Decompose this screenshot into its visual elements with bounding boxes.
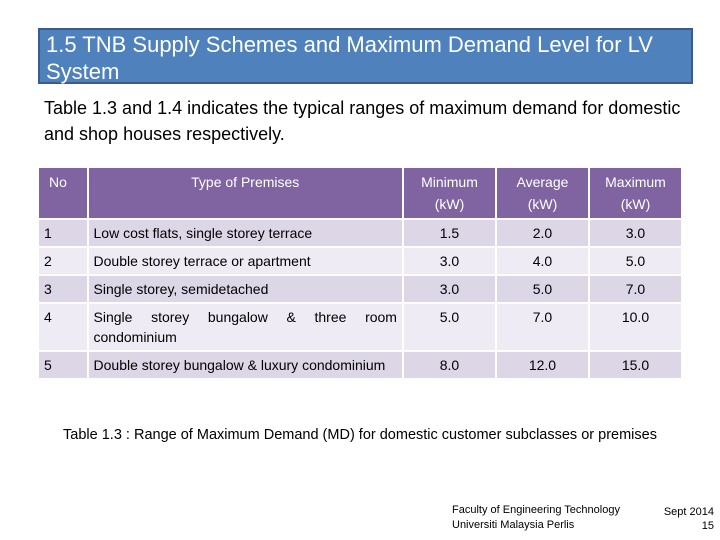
- slide-title: 1.5 TNB Supply Schemes and Maximum Deman…: [38, 28, 693, 84]
- table-row: 3 Single storey, semidetached 3.0 5.0 7.…: [39, 276, 681, 302]
- footer: Faculty of Engineering Technology Univer…: [452, 503, 714, 533]
- cell-avg: 12.0: [496, 352, 588, 378]
- cell-avg: 5.0: [496, 276, 588, 302]
- cell-min: 3.0: [403, 248, 495, 274]
- header-type: Type of Premises: [88, 168, 402, 218]
- cell-type: Low cost flats, single storey terrace: [88, 220, 402, 246]
- cell-min: 5.0: [403, 304, 495, 350]
- cell-avg: 4.0: [496, 248, 588, 274]
- cell-max: 10.0: [589, 304, 681, 350]
- header-maximum: Maximum (kW): [589, 168, 681, 218]
- cell-type: Double storey bungalow & luxury condomin…: [88, 352, 402, 378]
- cell-avg: 7.0: [496, 304, 588, 350]
- cell-min: 1.5: [403, 220, 495, 246]
- table-row: 4 Single storey bungalow & three room co…: [39, 304, 681, 350]
- cell-no: 5: [39, 352, 87, 378]
- table-row: 1 Low cost flats, single storey terrace …: [39, 220, 681, 246]
- table-header-row: No Type of Premises Minimum (kW) Average…: [39, 168, 681, 218]
- cell-max: 15.0: [589, 352, 681, 378]
- cell-no: 3: [39, 276, 87, 302]
- footer-faculty: Faculty of Engineering Technology: [452, 504, 620, 516]
- cell-max: 3.0: [589, 220, 681, 246]
- table-row: 5 Double storey bungalow & luxury condom…: [39, 352, 681, 378]
- maximum-demand-table: No Type of Premises Minimum (kW) Average…: [37, 166, 683, 380]
- cell-no: 4: [39, 304, 87, 350]
- cell-type: Double storey terrace or apartment: [88, 248, 402, 274]
- cell-no: 1: [39, 220, 87, 246]
- cell-type: Single storey bungalow & three room cond…: [88, 304, 402, 350]
- header-average: Average (kW): [496, 168, 588, 218]
- intro-text: Table 1.3 and 1.4 indicates the typical …: [44, 98, 681, 144]
- table-caption: Table 1.3 : Range of Maximum Demand (MD)…: [63, 427, 657, 443]
- header-minimum: Minimum (kW): [403, 168, 495, 218]
- page-number: 15: [701, 520, 714, 532]
- cell-no: 2: [39, 248, 87, 274]
- header-no: No: [39, 168, 87, 218]
- footer-date: Sept 2014: [663, 506, 714, 518]
- cell-type: Single storey, semidetached: [88, 276, 402, 302]
- cell-max: 7.0: [589, 276, 681, 302]
- cell-min: 8.0: [403, 352, 495, 378]
- cell-max: 5.0: [589, 248, 681, 274]
- cell-avg: 2.0: [496, 220, 588, 246]
- table-row: 2 Double storey terrace or apartment 3.0…: [39, 248, 681, 274]
- cell-min: 3.0: [403, 276, 495, 302]
- footer-university: Universiti Malaysia Perlis: [452, 519, 575, 531]
